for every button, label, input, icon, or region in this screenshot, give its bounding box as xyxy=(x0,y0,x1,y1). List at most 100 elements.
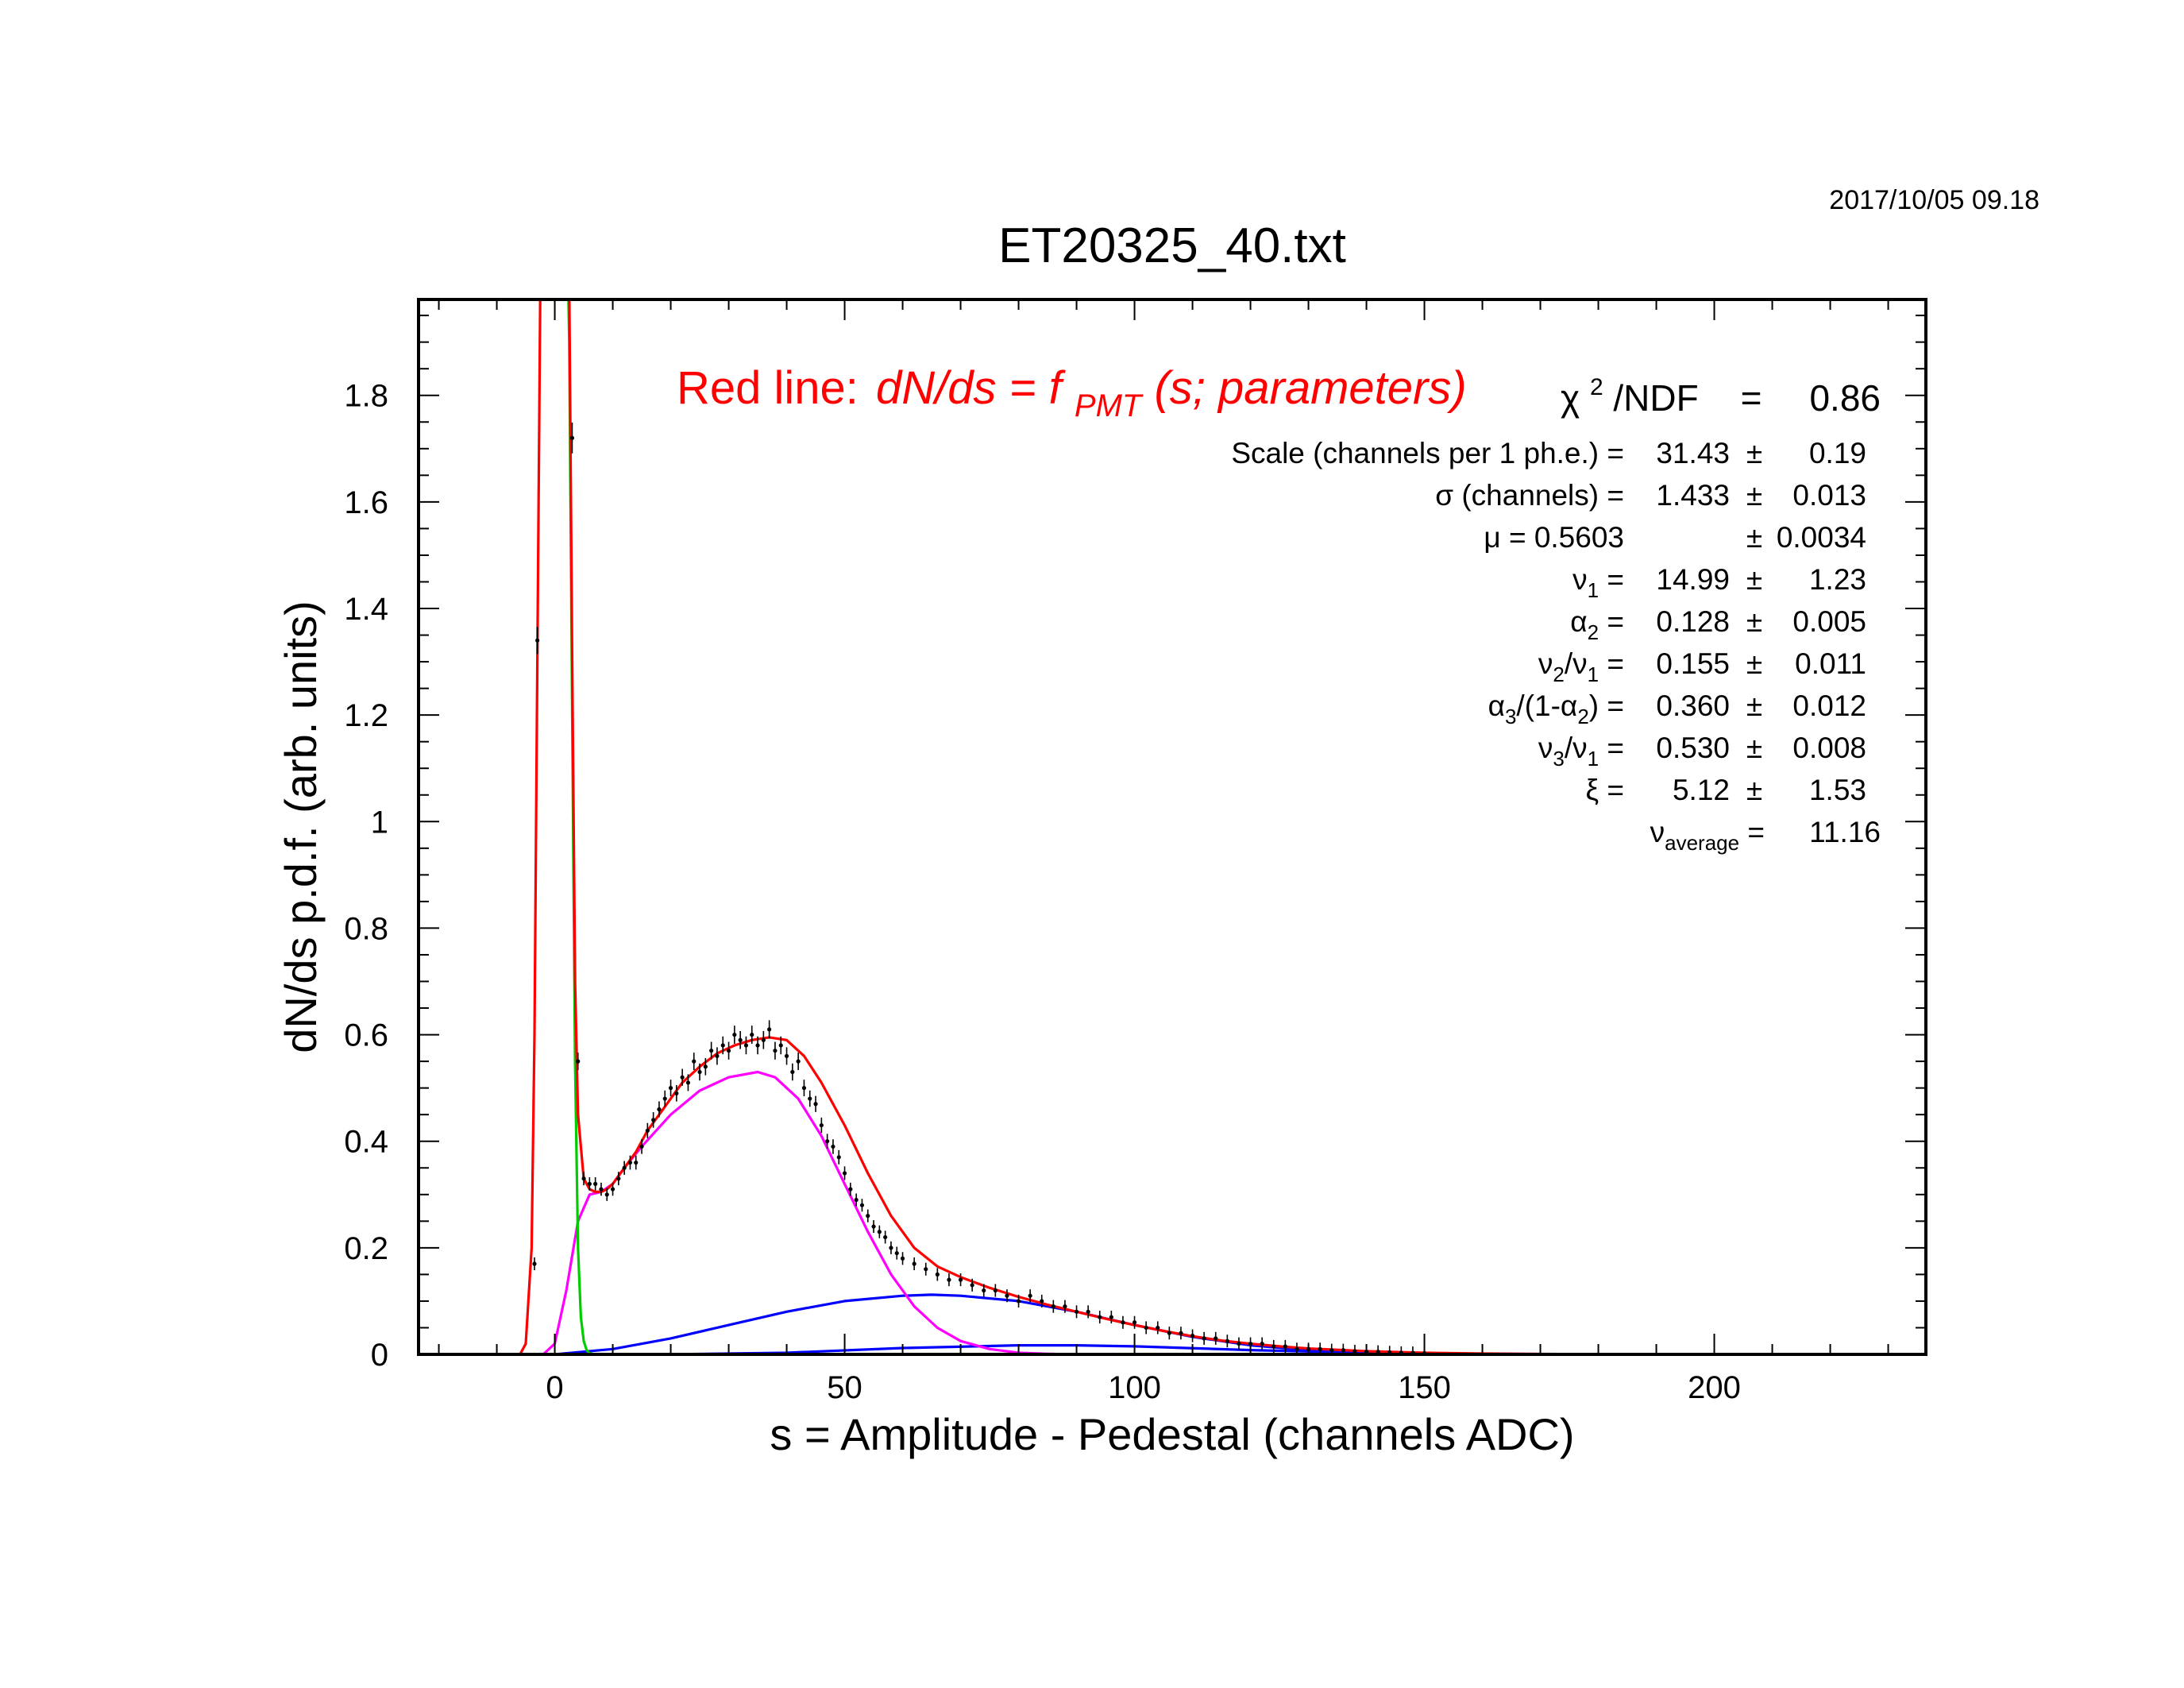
data-point xyxy=(1098,1315,1102,1319)
param-name: α3​/(1-α2​) = xyxy=(1488,689,1624,728)
param-pm: ± xyxy=(1746,479,1762,512)
data-point xyxy=(1156,1325,1160,1331)
param-error: 1.23 xyxy=(1809,563,1866,596)
data-point xyxy=(796,1059,801,1064)
data-point xyxy=(1318,1346,1322,1351)
data-point xyxy=(784,1053,789,1059)
y-tick-label: 0 xyxy=(371,1338,388,1373)
data-point xyxy=(639,1144,644,1149)
x-axis-label: s = Amplitude - Pedestal (channels ADC) xyxy=(770,1409,1574,1459)
y-tick-label: 1.8 xyxy=(344,379,388,414)
data-point xyxy=(877,1230,882,1234)
data-point xyxy=(720,1043,725,1048)
data-point xyxy=(1063,1304,1067,1309)
param-error: 0.005 xyxy=(1792,605,1866,638)
data-point xyxy=(1190,1333,1195,1338)
y-tick-label: 0.4 xyxy=(344,1125,388,1160)
chart-title: ET20325_40.txt xyxy=(998,218,1346,273)
data-point xyxy=(604,1192,609,1197)
data-point xyxy=(801,1086,807,1091)
data-point xyxy=(866,1214,870,1219)
data-point xyxy=(1132,1320,1137,1325)
data-point xyxy=(657,1107,662,1112)
param-row: σ (channels) = 1.433 ±0.013 xyxy=(1435,479,1866,512)
data-point xyxy=(553,287,557,291)
data-point xyxy=(761,1037,766,1042)
data-point xyxy=(848,1187,853,1192)
data-point xyxy=(1005,1293,1009,1298)
series-line-fit xyxy=(519,299,1831,1354)
param-value: 14.99 xyxy=(1656,563,1730,596)
timestamp: 2017/10/05 09.18 xyxy=(1829,185,2039,215)
data-point xyxy=(616,1176,621,1181)
param-value: 5.12 xyxy=(1673,774,1730,806)
x-tick-label: 0 xyxy=(546,1370,563,1405)
data-point xyxy=(1248,1341,1253,1346)
data-point xyxy=(825,1139,830,1144)
param-name: σ (channels) = xyxy=(1435,479,1624,512)
data-point xyxy=(610,1187,615,1192)
y-tick-label: 1.2 xyxy=(344,698,388,733)
param-pm: ± xyxy=(1746,521,1762,554)
data-point xyxy=(1352,1349,1357,1354)
y-tick-label: 0.8 xyxy=(344,911,388,946)
param-name: α2​ = xyxy=(1570,605,1624,644)
param-error: 0.012 xyxy=(1792,689,1866,722)
data-point xyxy=(958,1277,963,1282)
x-tick-label: 50 xyxy=(827,1370,862,1405)
data-point xyxy=(889,1246,893,1250)
data-point xyxy=(1086,1309,1090,1314)
data-point xyxy=(790,1069,795,1075)
param-pm: ± xyxy=(1746,647,1762,680)
param-name: Scale (channels per 1 ph.e.) = xyxy=(1231,437,1624,469)
data-point xyxy=(627,1160,633,1165)
data-point xyxy=(1237,1341,1241,1346)
data-point xyxy=(576,1059,581,1064)
data-point xyxy=(970,1283,974,1288)
data-point xyxy=(842,1171,847,1176)
data-point xyxy=(947,1277,951,1282)
y-tick-label: 1.4 xyxy=(344,592,388,627)
data-point xyxy=(709,1049,714,1053)
param-name: ξ = xyxy=(1586,774,1624,806)
axis-ticks xyxy=(419,299,1926,1354)
data-point xyxy=(1051,1304,1055,1309)
y-tick-label: 0.6 xyxy=(344,1018,388,1053)
series-line-two-photoelectrons xyxy=(554,1293,1425,1354)
param-row: ν2​/ν1​ = 0.155 ±0.011 xyxy=(1538,647,1866,686)
data-point xyxy=(1329,1348,1334,1353)
y-tick-label: 0.2 xyxy=(344,1231,388,1266)
data-point xyxy=(1144,1325,1148,1331)
y-tick-labels: 0 0.2 0.4 0.6 0.8 1 1.2 1.4 1.6 1.8 xyxy=(344,379,388,1373)
chi2-value: 0.86 xyxy=(1809,377,1881,419)
fit-curves xyxy=(519,299,1831,1354)
data-point xyxy=(581,1176,586,1181)
data-point xyxy=(535,638,540,643)
data-point xyxy=(1341,1348,1345,1353)
data-point xyxy=(743,1043,749,1048)
param-row: νaverage​ = 11.16 xyxy=(1650,816,1881,855)
data-point xyxy=(883,1234,888,1240)
param-error: 0.0034 xyxy=(1777,521,1866,554)
param-pm: ± xyxy=(1746,563,1762,596)
data-point xyxy=(599,1187,604,1192)
data-point xyxy=(680,1075,685,1080)
param-name: νaverage​ = xyxy=(1650,816,1765,855)
data-point xyxy=(593,1181,598,1186)
data-point xyxy=(738,1037,743,1042)
data-point xyxy=(715,1053,720,1059)
data-point xyxy=(871,1224,876,1229)
param-name: μ = 0.5603 xyxy=(1484,521,1624,554)
data-point xyxy=(750,1032,754,1037)
data-point xyxy=(859,1203,865,1207)
data-point xyxy=(773,1049,778,1053)
data-point xyxy=(732,1032,737,1037)
data-point xyxy=(532,1261,537,1266)
data-point xyxy=(912,1261,916,1266)
param-value: 31.43 xyxy=(1656,437,1730,469)
y-axis-label: dN/ds p.d.f. (arb. units) xyxy=(276,601,326,1053)
data-point xyxy=(634,1160,639,1165)
data-point xyxy=(836,1155,841,1160)
data-point xyxy=(1283,1344,1287,1349)
